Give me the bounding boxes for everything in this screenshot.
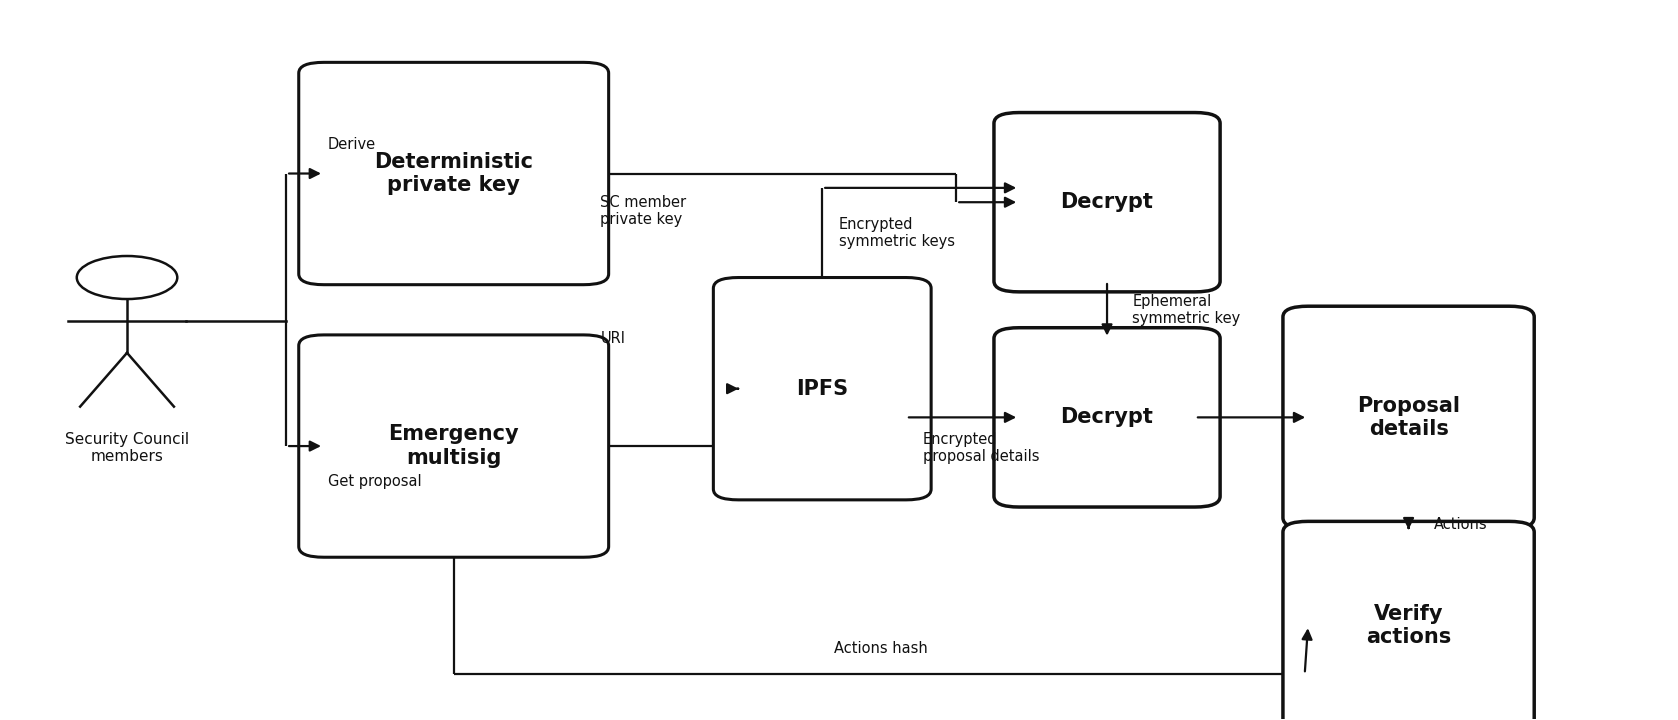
Text: Verify
actions: Verify actions (1366, 604, 1451, 647)
Text: Decrypt: Decrypt (1060, 192, 1153, 212)
FancyBboxPatch shape (993, 112, 1220, 292)
Text: Derive: Derive (329, 138, 376, 153)
FancyBboxPatch shape (993, 328, 1220, 507)
Text: Ephemeral
symmetric key: Ephemeral symmetric key (1133, 294, 1240, 326)
Text: Encrypted
symmetric keys: Encrypted symmetric keys (839, 217, 955, 249)
Text: Actions: Actions (1433, 518, 1487, 533)
Text: Encrypted
proposal details: Encrypted proposal details (923, 432, 1039, 464)
Text: Emergency
multisig: Emergency multisig (388, 425, 519, 468)
FancyBboxPatch shape (1284, 306, 1534, 528)
FancyBboxPatch shape (713, 277, 931, 500)
Text: Proposal
details: Proposal details (1358, 396, 1460, 439)
Text: Actions hash: Actions hash (834, 642, 928, 656)
Text: IPFS: IPFS (795, 379, 849, 399)
Text: Deterministic
private key: Deterministic private key (374, 152, 534, 195)
Text: Get proposal: Get proposal (329, 474, 421, 490)
Text: Security Council
members: Security Council members (65, 432, 190, 464)
FancyBboxPatch shape (1284, 521, 1534, 720)
Text: URI: URI (601, 331, 626, 346)
Text: Decrypt: Decrypt (1060, 408, 1153, 428)
Text: SC member
private key: SC member private key (601, 195, 686, 228)
FancyBboxPatch shape (299, 335, 609, 557)
FancyBboxPatch shape (299, 63, 609, 284)
Circle shape (77, 256, 178, 299)
